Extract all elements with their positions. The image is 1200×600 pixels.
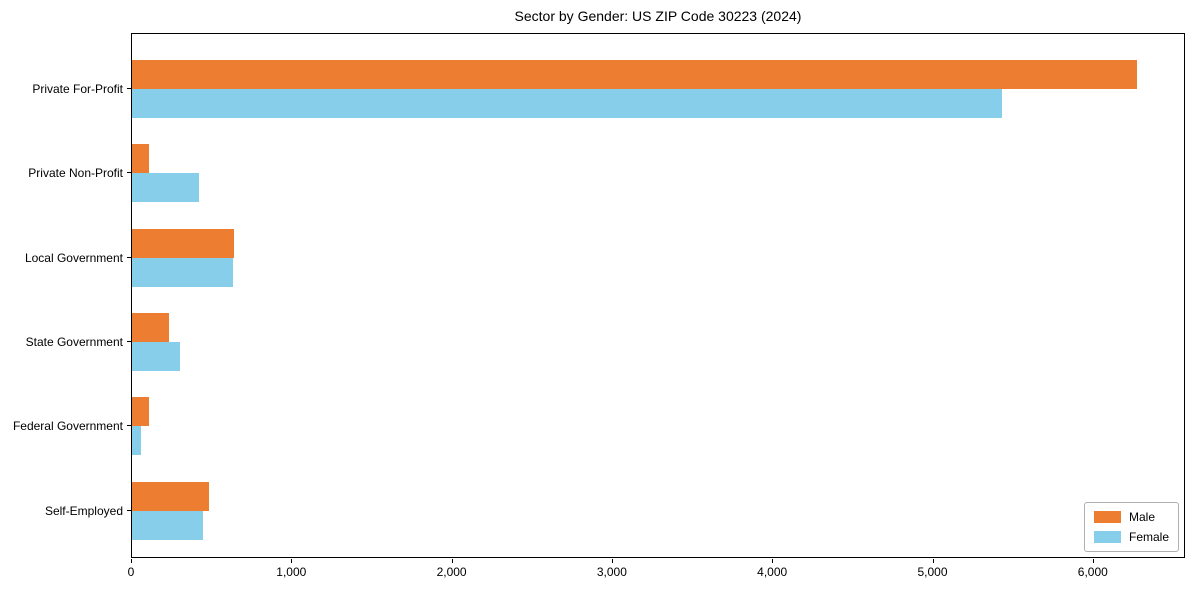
y-tick-local-government	[127, 256, 131, 258]
bar-female-federal-government	[132, 426, 141, 456]
y-tick-private-non-profit	[127, 172, 131, 174]
legend-swatch-female-icon	[1093, 531, 1121, 543]
chart-title: Sector by Gender: US ZIP Code 30223 (202…	[514, 8, 802, 24]
x-tick-5000	[932, 559, 934, 563]
legend-swatch-male-icon	[1093, 511, 1121, 523]
bar-female-private-non-profit	[132, 173, 200, 203]
bar-male-private-non-profit	[132, 144, 149, 174]
x-tick-6000	[1092, 559, 1094, 563]
legend-entry-male: Male	[1093, 510, 1169, 524]
y-axis-label-self-employed: Self-Employed	[44, 503, 123, 518]
legend-label-male: Male	[1128, 510, 1155, 524]
x-tick-4000	[772, 559, 774, 563]
y-axis-label-private-non-profit: Private Non-Profit	[28, 166, 123, 181]
bar-male-private-for-profit	[132, 60, 1138, 89]
x-axis-tick-label-5000: 5,000	[917, 565, 948, 579]
bar-male-local-government	[132, 228, 234, 258]
x-axis-tick-label-6000: 6,000	[1077, 565, 1108, 579]
y-axis-label-private-for-profit: Private For-Profit	[32, 82, 123, 96]
bar-male-federal-government	[132, 397, 149, 427]
x-tick-2000	[451, 559, 453, 563]
bar-female-state-government	[132, 341, 181, 371]
legend-label-female: Female	[1128, 530, 1169, 544]
y-tick-federal-government	[127, 425, 131, 427]
x-axis-tick-label-4000: 4,000	[757, 565, 788, 579]
bar-female-local-government	[132, 257, 233, 287]
bar-female-self-employed	[132, 510, 204, 540]
x-tick-0	[131, 559, 132, 563]
plot-area: Male Female	[131, 33, 1185, 558]
x-tick-1000	[291, 559, 293, 563]
bar-male-self-employed	[132, 481, 209, 511]
bar-female-private-for-profit	[132, 89, 1002, 118]
x-axis-tick-label-3000: 3,000	[596, 565, 627, 579]
y-tick-self-employed	[127, 509, 131, 511]
legend: Male Female	[1083, 502, 1179, 552]
x-axis-tick-label-0: 0	[127, 565, 135, 579]
x-tick-3000	[611, 559, 613, 563]
y-axis-label-federal-government: Federal Government	[12, 419, 123, 434]
y-tick-state-government	[127, 340, 131, 342]
y-tick-private-for-profit	[127, 88, 131, 89]
bar-male-state-government	[132, 312, 169, 342]
y-axis-label-local-government: Local Government	[24, 250, 123, 265]
x-axis-tick-label-1000: 1,000	[276, 565, 307, 579]
x-axis-tick-label-2000: 2,000	[436, 565, 467, 579]
legend-entry-female: Female	[1093, 530, 1169, 544]
y-axis-label-state-government: State Government	[25, 334, 123, 349]
